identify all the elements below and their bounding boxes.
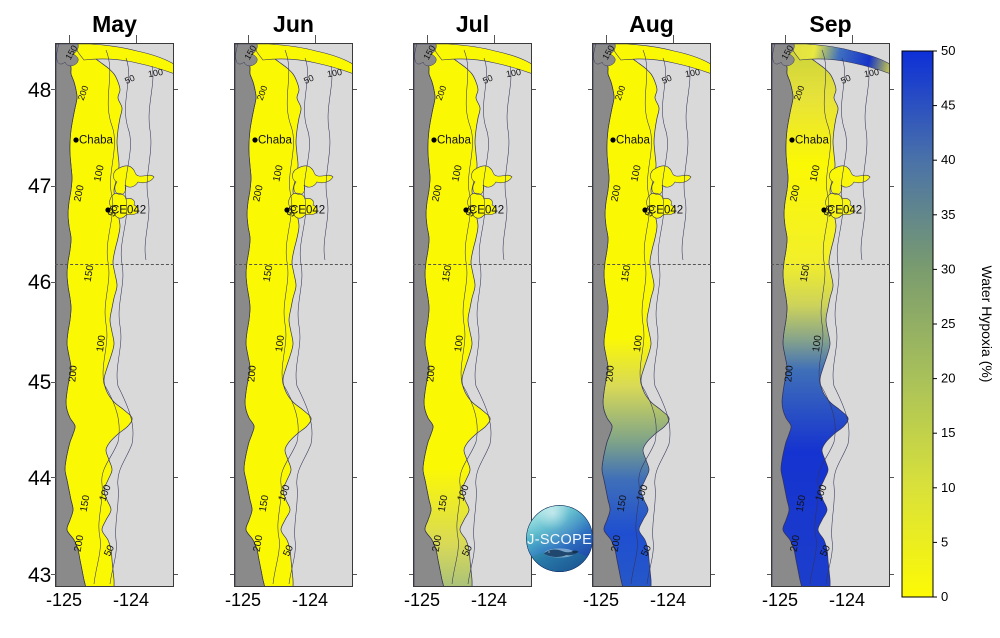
- svg-text:200: 200: [604, 365, 616, 383]
- svg-text:200: 200: [67, 365, 79, 383]
- svg-text:Chaba: Chaba: [79, 135, 113, 147]
- svg-text:0: 0: [941, 589, 948, 604]
- svg-text:40: 40: [941, 152, 955, 167]
- svg-text:CE042: CE042: [111, 205, 146, 217]
- svg-text:45: 45: [941, 98, 955, 113]
- svg-text:10: 10: [941, 480, 955, 495]
- svg-text:30: 30: [941, 261, 955, 276]
- svg-text:Chaba: Chaba: [795, 135, 829, 147]
- svg-text:Chaba: Chaba: [258, 135, 292, 147]
- svg-text:25: 25: [941, 316, 955, 331]
- svg-text:5: 5: [941, 534, 948, 549]
- svg-text:20: 20: [941, 371, 955, 386]
- svg-text:Chaba: Chaba: [616, 135, 650, 147]
- svg-text:CE042: CE042: [290, 205, 325, 217]
- svg-text:J-SCOPE: J-SCOPE: [527, 532, 592, 548]
- svg-text:Chaba: Chaba: [437, 135, 471, 147]
- svg-text:CE042: CE042: [827, 205, 862, 217]
- svg-text:200: 200: [246, 365, 258, 383]
- svg-text:CE042: CE042: [648, 205, 683, 217]
- svg-text:CE042: CE042: [469, 205, 504, 217]
- svg-text:200: 200: [425, 365, 437, 383]
- svg-text:50: 50: [941, 43, 955, 58]
- svg-text:35: 35: [941, 207, 955, 222]
- svg-text:200: 200: [783, 365, 795, 383]
- svg-text:15: 15: [941, 425, 955, 440]
- svg-text:Water Hypoxia (%): Water Hypoxia (%): [979, 266, 995, 383]
